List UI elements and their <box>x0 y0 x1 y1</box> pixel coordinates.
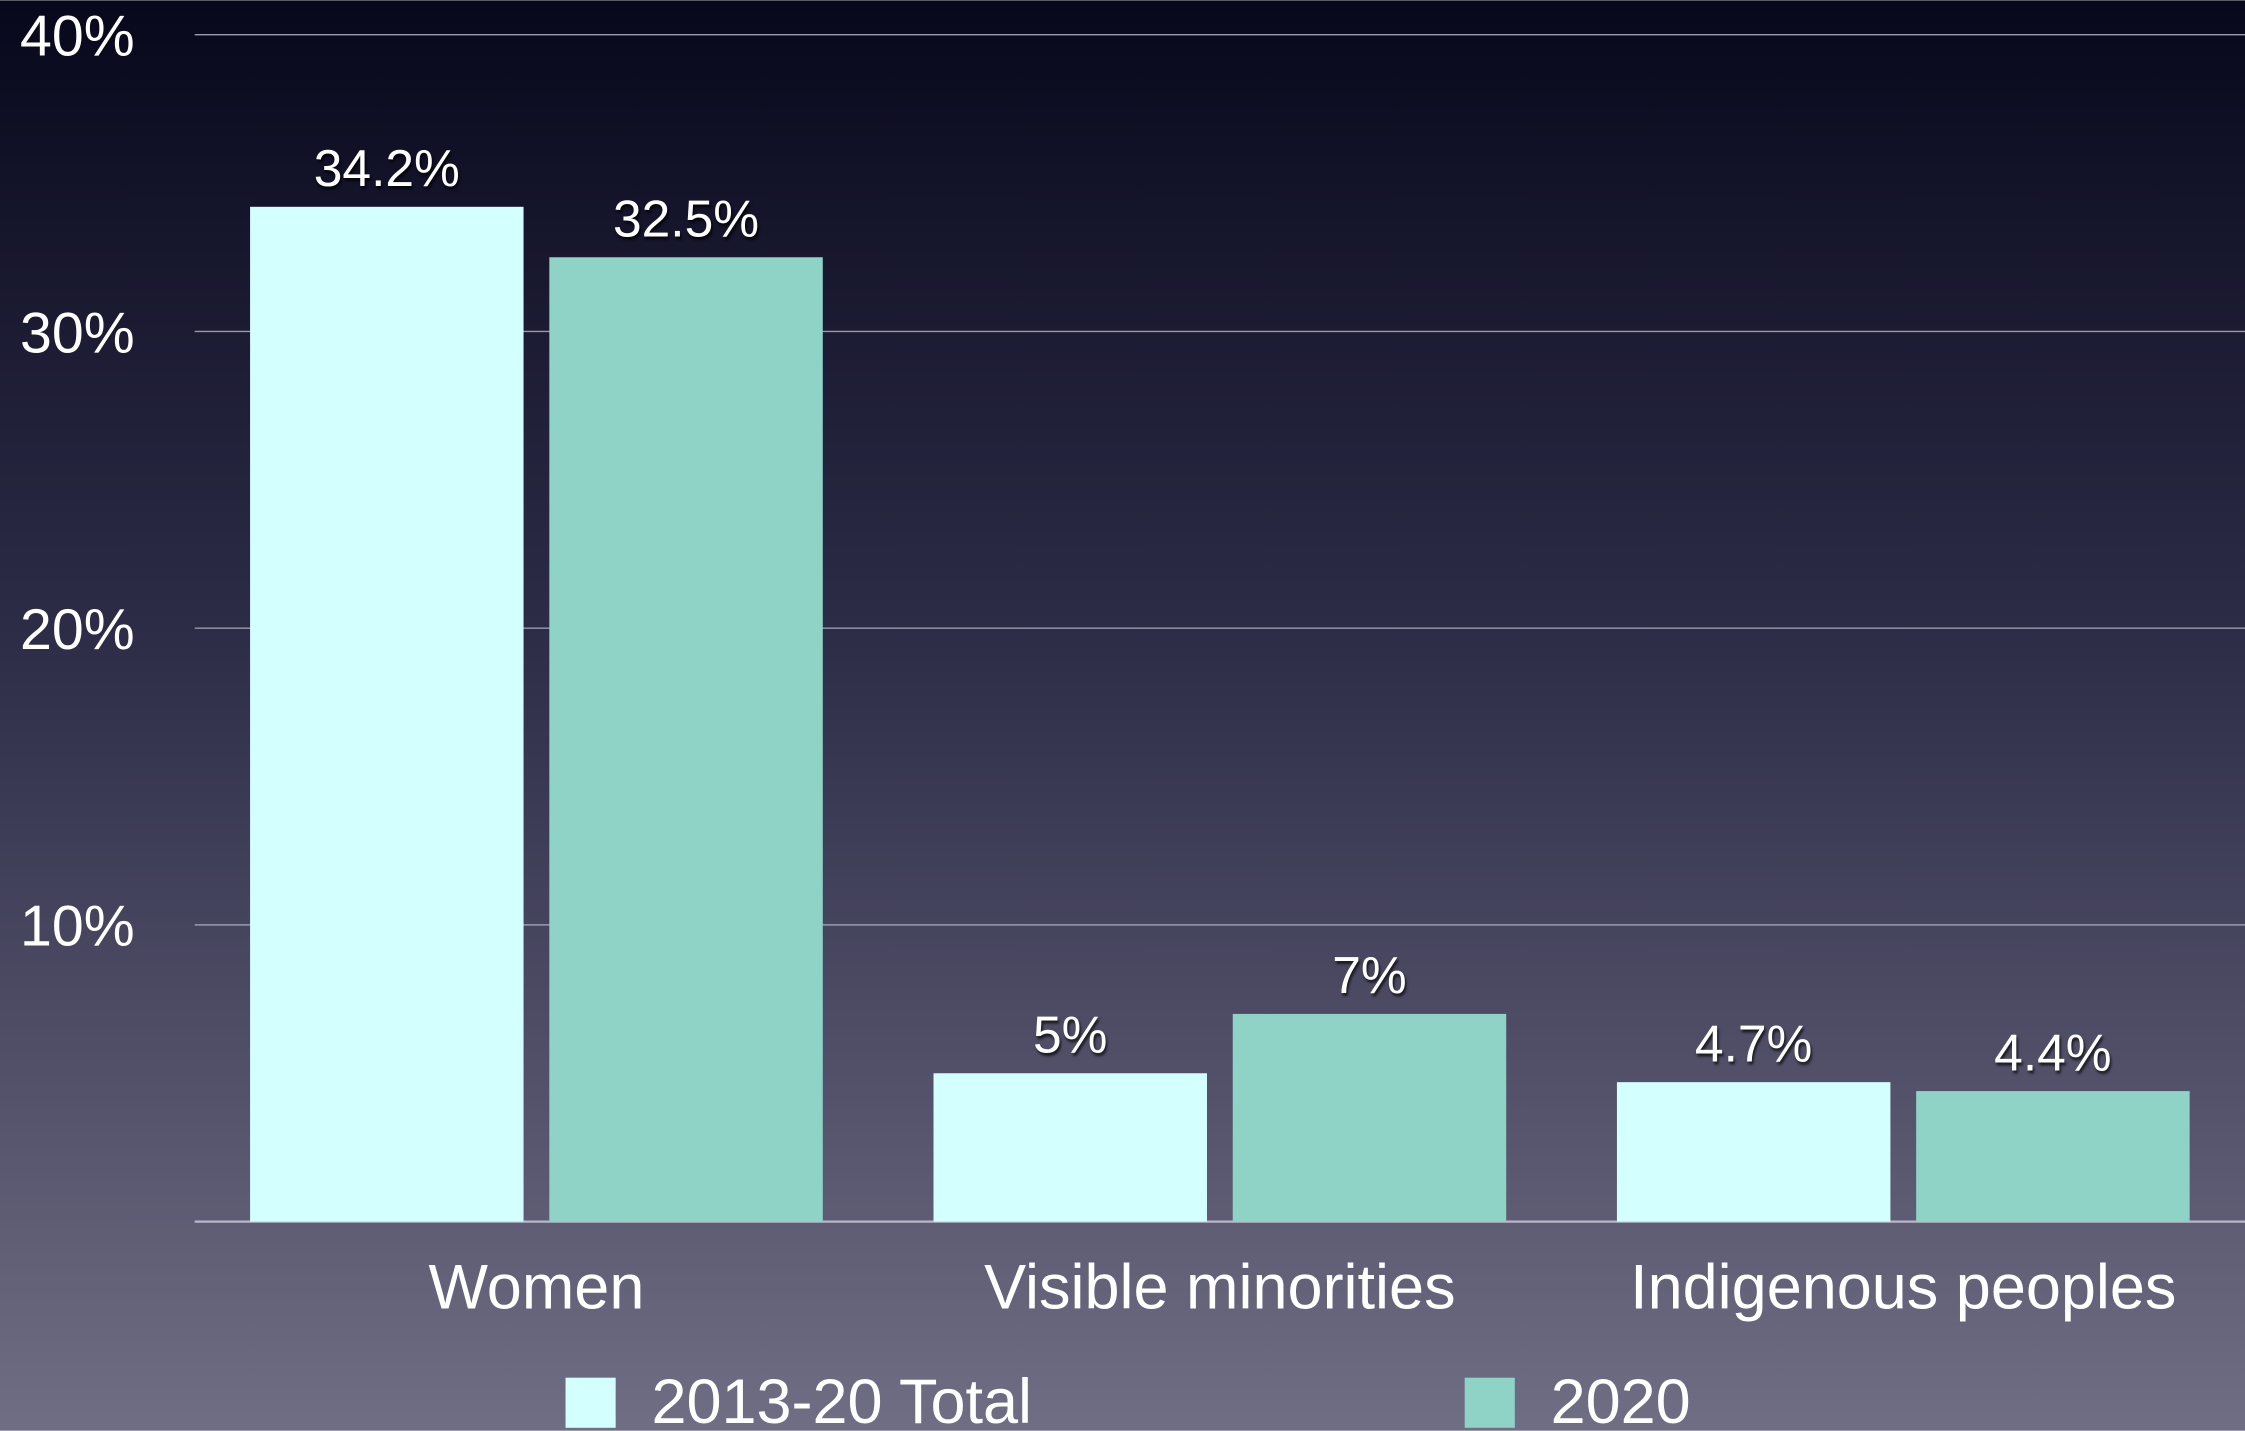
legend-swatch <box>565 1377 616 1428</box>
bar <box>250 206 524 1222</box>
value-label: 5% <box>1033 1006 1107 1064</box>
value-label: 4.4% <box>1994 1023 2111 1081</box>
legend-label: 2013-20 Total <box>651 1367 1032 1431</box>
y-tick-label: 20% <box>20 598 135 662</box>
value-label: 4.7% <box>1695 1014 1812 1072</box>
bar <box>1916 1091 2190 1222</box>
y-tick-label: 10% <box>20 895 135 959</box>
x-tick-label: Indigenous peoples <box>1630 1252 2176 1322</box>
x-tick-label: Visible minorities <box>984 1252 1455 1322</box>
legend-label: 2020 <box>1551 1367 1691 1431</box>
value-label: 7% <box>1332 946 1406 1004</box>
bar <box>1232 1013 1507 1222</box>
x-tick-label: Women <box>428 1252 644 1322</box>
value-label: 34.2% <box>314 139 460 197</box>
y-tick-label: 40% <box>20 5 135 69</box>
bar <box>549 257 823 1222</box>
bar <box>933 1073 1207 1222</box>
legend-swatch <box>1464 1377 1515 1428</box>
value-label: 32.5% <box>613 189 759 247</box>
bar <box>1616 1082 1891 1222</box>
y-tick-label: 30% <box>20 301 135 365</box>
